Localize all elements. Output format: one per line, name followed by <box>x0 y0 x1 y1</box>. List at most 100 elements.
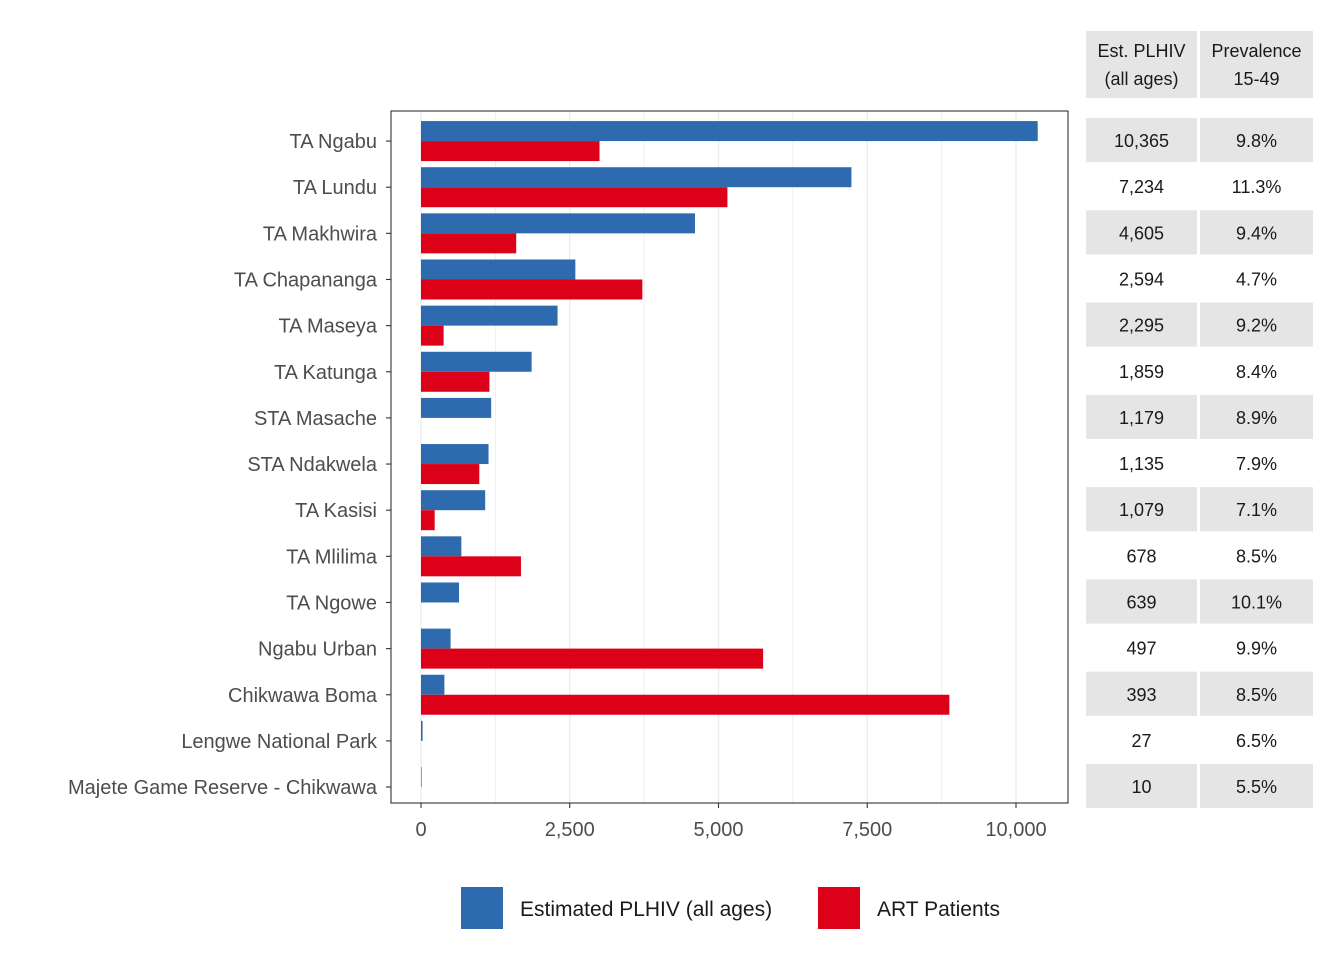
y-tick-label: TA Mlilima <box>286 546 378 568</box>
table-cell-plhiv: 1,859 <box>1119 362 1164 382</box>
table-cell-plhiv: 2,295 <box>1119 316 1164 336</box>
y-tick-label: Majete Game Reserve - Chikwawa <box>68 777 378 799</box>
table-cell-plhiv: 1,179 <box>1119 408 1164 428</box>
bar-plhiv <box>421 121 1038 142</box>
y-tick-label: Lengwe National Park <box>181 731 378 753</box>
y-tick-label: TA Ngabu <box>290 131 377 153</box>
table-row-shade <box>1200 210 1313 255</box>
table-row-shade <box>1086 671 1197 716</box>
table-row-shade <box>1200 579 1313 624</box>
table-row-shade <box>1086 210 1197 255</box>
table-cell-prevalence: 8.5% <box>1236 685 1277 705</box>
table-row-shade <box>1086 579 1197 624</box>
y-tick-label: TA Chapananga <box>234 269 378 291</box>
table-row-shade <box>1086 302 1197 347</box>
y-tick-label: Chikwawa Boma <box>228 685 378 707</box>
table-cell-plhiv: 2,594 <box>1119 269 1164 289</box>
table-row-shade <box>1086 118 1197 163</box>
bar-plhiv <box>421 674 445 695</box>
bar-plhiv <box>421 582 460 603</box>
y-tick-label: TA Kasisi <box>295 500 377 522</box>
bar-art <box>421 556 521 577</box>
table-cell-prevalence: 10.1% <box>1231 592 1282 612</box>
bar-plhiv <box>421 767 422 788</box>
bar-plhiv <box>421 720 423 741</box>
table-cell-plhiv: 1,079 <box>1119 500 1164 520</box>
table-cell-plhiv: 1,135 <box>1119 454 1164 474</box>
x-tick-label: 0 <box>415 819 426 841</box>
table-cell-plhiv: 4,605 <box>1119 223 1164 243</box>
table-cell-prevalence: 9.2% <box>1236 316 1277 336</box>
legend-label-art: ART Patients <box>877 898 1000 921</box>
table-cell-prevalence: 5.5% <box>1236 777 1277 797</box>
bar-plhiv <box>421 490 486 511</box>
table-cell-prevalence: 7.1% <box>1236 500 1277 520</box>
y-tick-label: STA Masache <box>254 408 377 430</box>
bar-plhiv <box>421 167 852 188</box>
bar-art <box>421 694 950 715</box>
table-cell-plhiv: 393 <box>1126 685 1156 705</box>
bar-plhiv <box>421 213 695 234</box>
x-tick-label: 5,000 <box>693 819 743 841</box>
table-row-shade <box>1200 394 1313 439</box>
bar-art <box>421 510 435 531</box>
bar-art <box>421 648 764 669</box>
table-header-line: (all ages) <box>1104 69 1178 89</box>
table-row-shade <box>1086 487 1197 532</box>
table-cell-plhiv: 10,365 <box>1114 131 1169 151</box>
legend-key-plhiv <box>461 887 503 929</box>
table-header-line: Est. PLHIV <box>1097 41 1185 61</box>
y-tick-label: TA Katunga <box>274 362 378 384</box>
x-tick-label: 2,500 <box>545 819 595 841</box>
table-cell-plhiv: 27 <box>1131 731 1151 751</box>
table-header-cell <box>1086 31 1197 98</box>
bar-plhiv <box>421 397 492 418</box>
table-row-shade <box>1200 302 1313 347</box>
y-tick-label: TA Maseya <box>278 316 377 338</box>
legend-key-art <box>818 887 860 929</box>
bar-art <box>421 279 643 300</box>
y-tick-label: TA Lundu <box>293 177 377 199</box>
bar-art <box>421 464 480 485</box>
bar-plhiv <box>421 351 532 372</box>
bar-plhiv <box>421 305 558 326</box>
legend-label-plhiv: Estimated PLHIV (all ages) <box>520 898 772 921</box>
bar-plhiv <box>421 628 451 649</box>
table-cell-prevalence: 11.3% <box>1232 177 1282 197</box>
bar-art <box>421 371 490 392</box>
table-cell-prevalence: 9.4% <box>1236 223 1277 243</box>
table-cell-prevalence: 8.9% <box>1236 408 1277 428</box>
table-row-shade <box>1200 671 1313 716</box>
table-row-shade <box>1200 487 1313 532</box>
y-tick-label: STA Ndakwela <box>247 454 378 476</box>
table-row-shade <box>1086 763 1197 809</box>
table-header-line: Prevalence <box>1211 41 1301 61</box>
table-header-cell <box>1200 31 1313 98</box>
bar-art <box>421 233 517 254</box>
y-tick-label: TA Makhwira <box>263 223 378 245</box>
bar-plhiv <box>421 536 462 557</box>
table-cell-prevalence: 8.4% <box>1236 362 1277 382</box>
table-cell-prevalence: 9.8% <box>1236 131 1277 151</box>
table-cell-prevalence: 8.5% <box>1236 546 1277 566</box>
table-row-shade <box>1200 118 1313 163</box>
bar-plhiv <box>421 259 576 280</box>
bar-plhiv <box>421 444 489 465</box>
table-header-line: 15-49 <box>1233 69 1279 89</box>
y-tick-label: Ngabu Urban <box>258 639 377 661</box>
bar-art <box>421 325 444 346</box>
x-tick-label: 7,500 <box>842 819 892 841</box>
table-cell-prevalence: 4.7% <box>1236 269 1277 289</box>
table-cell-plhiv: 678 <box>1126 546 1156 566</box>
bar-art <box>421 141 600 162</box>
bar-art <box>421 187 728 208</box>
table-cell-plhiv: 497 <box>1126 639 1156 659</box>
table-cell-plhiv: 639 <box>1126 592 1156 612</box>
table-row-shade <box>1200 763 1313 809</box>
table-cell-prevalence: 6.5% <box>1236 731 1277 751</box>
table-row-shade <box>1086 394 1197 439</box>
x-tick-label: 10,000 <box>985 819 1046 841</box>
y-tick-label: TA Ngowe <box>286 592 377 614</box>
